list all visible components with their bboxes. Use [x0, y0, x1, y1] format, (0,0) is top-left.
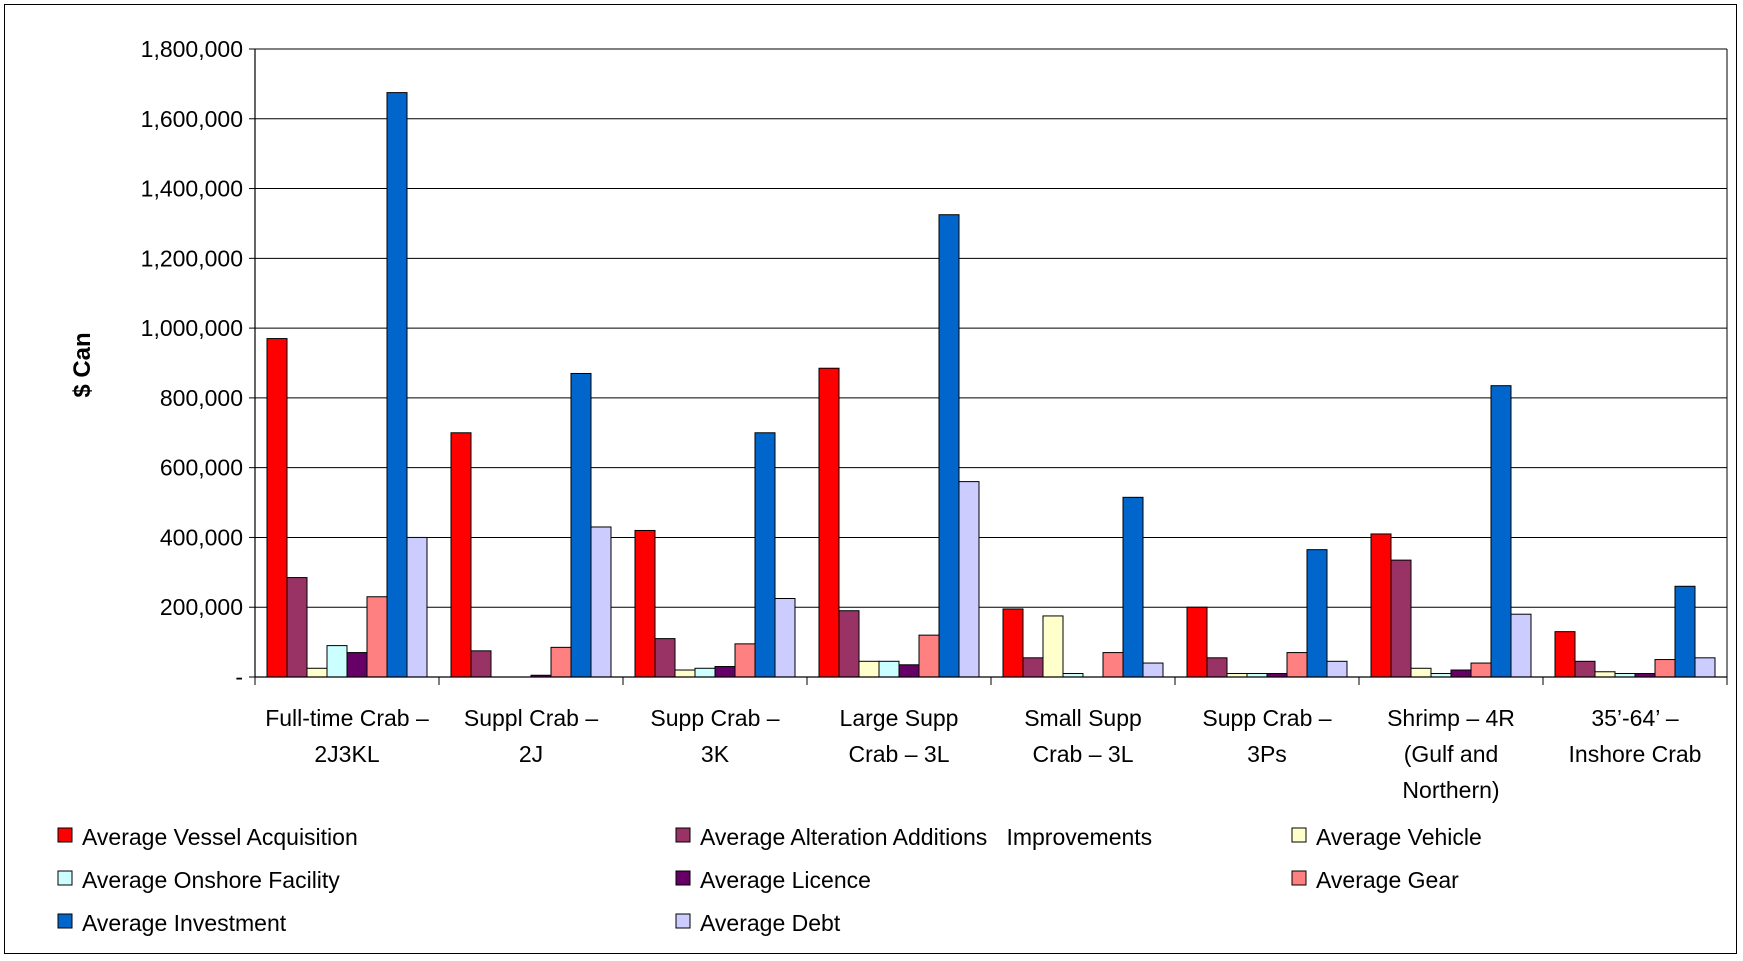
- bar: [754, 432, 776, 678]
- category-label: Supp Crab –3K: [650, 705, 779, 767]
- gridlines: [255, 48, 1727, 608]
- y-tick-label: -: [235, 664, 243, 690]
- bar: [774, 598, 796, 678]
- bar: [366, 596, 388, 678]
- legend-swatch: [1291, 870, 1307, 886]
- legend-swatch: [675, 870, 691, 886]
- bar: [1042, 615, 1064, 678]
- bar: [1450, 669, 1472, 678]
- bar: [1286, 652, 1308, 678]
- bar: [406, 536, 428, 678]
- category-label: Large Supp Crab – 3L: [840, 705, 959, 767]
- legend-label: Average Investment: [82, 910, 287, 936]
- bar: [386, 92, 408, 678]
- bar: [346, 652, 368, 678]
- bar: [1102, 652, 1124, 678]
- bar: [1410, 667, 1432, 678]
- legend-swatch: [57, 913, 73, 929]
- bar: [266, 338, 288, 678]
- legend-label: Average Debt: [700, 910, 841, 936]
- bar: [1510, 613, 1532, 678]
- y-axis-label: $ Can: [69, 332, 96, 397]
- legend-label: Average Gear: [1316, 867, 1459, 893]
- category-label: Full-time Crab –2J3KL: [265, 705, 429, 767]
- category-label: Suppl Crab –2J: [464, 705, 598, 767]
- bar: [918, 634, 940, 678]
- bar: [1390, 559, 1412, 678]
- bar: [694, 667, 716, 678]
- bar: [958, 481, 980, 678]
- bar: [1470, 662, 1492, 678]
- y-tick-label: 1,200,000: [141, 245, 243, 271]
- bar: [838, 610, 860, 678]
- bar: [1186, 606, 1208, 678]
- y-tick-label: 200,000: [160, 594, 243, 620]
- bar: [1326, 660, 1348, 678]
- bar: [858, 660, 880, 678]
- bar: [634, 529, 656, 678]
- axes: [254, 49, 1728, 685]
- legend-label: Average Vehicle: [1316, 824, 1482, 850]
- y-tick-label: 1,800,000: [141, 36, 243, 62]
- bar: [878, 660, 900, 678]
- bar: [1306, 549, 1328, 678]
- y-tick-label: 1,400,000: [141, 176, 243, 202]
- bar: [1142, 662, 1164, 678]
- bar: [326, 645, 348, 678]
- y-tick-label: 1,000,000: [141, 315, 243, 341]
- bar: [1002, 608, 1024, 678]
- legend: Average Vessel Acquisition Average Altera…: [57, 824, 1482, 936]
- bars: [266, 92, 1716, 678]
- category-label: Supp Crab –3Ps: [1202, 705, 1331, 767]
- bar: [1674, 585, 1696, 678]
- bar: [450, 432, 472, 678]
- bar: [1654, 659, 1676, 678]
- chart-frame: [4, 4, 1737, 954]
- bar: [1490, 385, 1512, 678]
- legend-swatch: [57, 827, 73, 843]
- legend-label: Average Vessel Acquisition: [82, 824, 358, 850]
- legend-swatch: [675, 913, 691, 929]
- bar: [654, 638, 676, 678]
- bar: [734, 643, 756, 678]
- bar: [1574, 660, 1596, 678]
- bar: [550, 646, 572, 678]
- category-label: 35’-64’ – Inshore Crab: [1569, 705, 1702, 767]
- legend-swatch: [675, 827, 691, 843]
- bar: [1370, 533, 1392, 678]
- legend-swatch: [1291, 827, 1307, 843]
- legend-label: Average Licence: [700, 867, 871, 893]
- category-label: Small Supp Crab – 3L: [1024, 705, 1142, 767]
- bar: [1022, 657, 1044, 678]
- bar: [306, 667, 328, 678]
- bar: [570, 372, 592, 678]
- bar: [286, 577, 308, 678]
- bar: [1206, 657, 1228, 678]
- legend-label: Average Onshore Facility: [82, 867, 340, 893]
- bar: [714, 666, 736, 678]
- legend-swatch: [57, 870, 73, 886]
- bar: [1694, 657, 1716, 678]
- bar: [1122, 496, 1144, 678]
- bar: [1594, 671, 1616, 678]
- bar: [590, 526, 612, 678]
- bar: [1554, 631, 1576, 678]
- y-tick-label: 600,000: [160, 455, 243, 481]
- y-tick-label: 1,600,000: [141, 106, 243, 132]
- bar: [938, 214, 960, 678]
- bar: [674, 669, 696, 678]
- y-tick-label: 800,000: [160, 385, 243, 411]
- legend-label: Average Alteration Additions Improvement…: [700, 824, 1152, 850]
- y-tick-labels: - 200,000 400,000 600,000 800,000 1,000,000 1,…: [141, 36, 255, 690]
- category-label: Shrimp – 4R (Gulf and Northern): [1387, 705, 1515, 803]
- bar: [818, 367, 840, 678]
- bar: [470, 650, 492, 678]
- y-tick-label: 400,000: [160, 524, 243, 550]
- bar: [898, 664, 920, 678]
- category-labels: Full-time Crab –2J3KL Suppl Crab –2J Supp …: [265, 705, 1701, 803]
